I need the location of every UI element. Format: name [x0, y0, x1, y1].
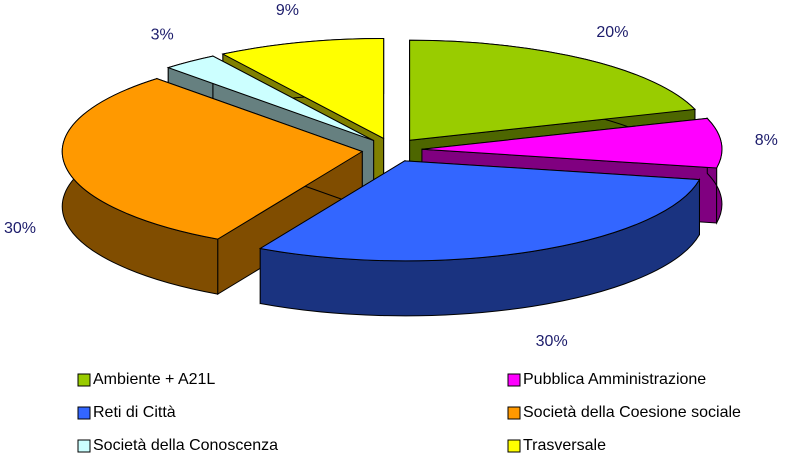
legend-swatch: [77, 406, 91, 420]
data-label: 20%: [596, 24, 628, 41]
slice-top: [221, 37, 385, 140]
legend-swatch: [77, 439, 91, 453]
legend-swatch: [507, 439, 521, 453]
slice-top: [258, 160, 701, 262]
legend-label: Ambiente + A21L: [93, 371, 215, 388]
legend-label: Trasversale: [523, 437, 606, 454]
pie-slice: [61, 77, 364, 296]
slice-top: [409, 39, 697, 141]
data-label: 8%: [755, 132, 778, 149]
data-label: 9%: [276, 2, 299, 19]
legend-label: Società della Conoscenza: [93, 437, 278, 454]
data-label: 3%: [151, 27, 174, 44]
data-label: 30%: [536, 333, 568, 350]
slice-top: [61, 78, 364, 240]
legend-label: Reti di Città: [93, 404, 176, 421]
data-label: 30%: [4, 220, 36, 237]
legend-label: Pubblica Amministrazione: [523, 371, 706, 388]
legend-swatch: [507, 406, 521, 420]
legend-label: Società della Coesione sociale: [523, 404, 741, 421]
slice-top: [166, 55, 374, 141]
pie-slice: [258, 159, 701, 317]
slice-top: [421, 117, 723, 169]
legend-swatch: [507, 373, 521, 387]
legend-swatch: [77, 373, 91, 387]
